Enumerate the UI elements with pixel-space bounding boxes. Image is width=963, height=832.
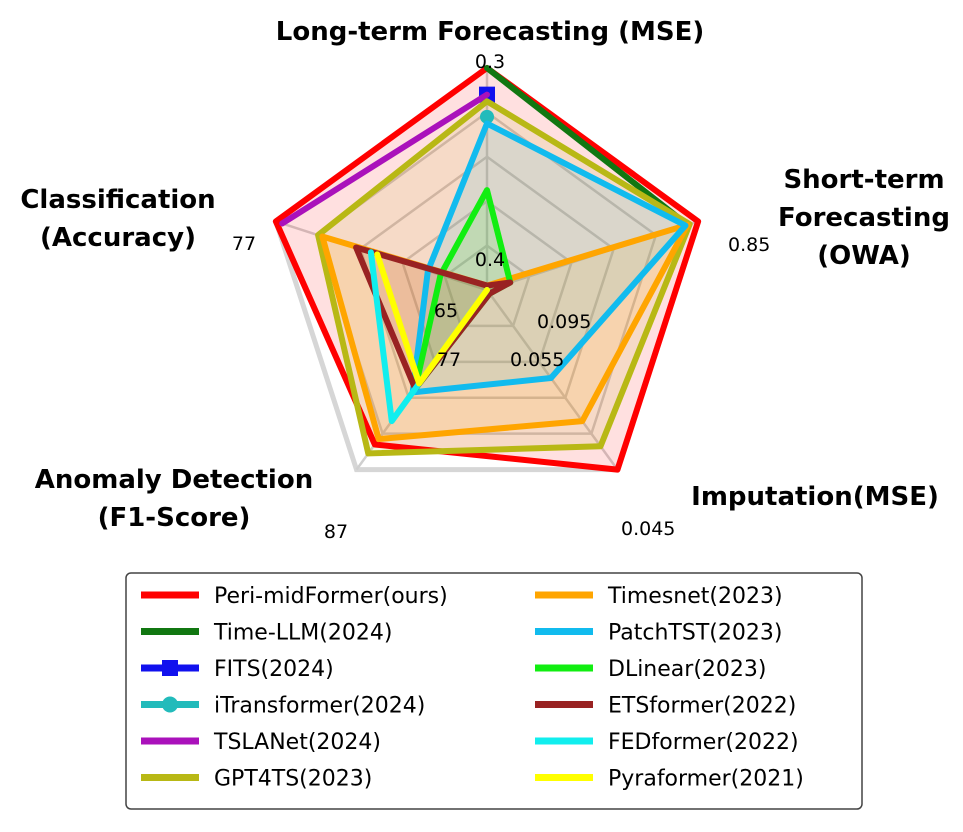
tick-labels: 0.3 0.4 0.85 0.095 0.045 0.055 87 77 77 65	[232, 51, 770, 543]
axis-title: Anomaly Detection (F1-Score)	[35, 465, 313, 533]
legend-label: Peri-midFormer(ours)	[214, 584, 448, 609]
legend-label: GPT4TS(2023)	[214, 767, 372, 792]
legend-label: FEDformer(2022)	[608, 730, 799, 755]
series-line	[315, 98, 693, 457]
axis-title: Imputation(MSE)	[691, 482, 939, 512]
series-area	[415, 190, 511, 389]
tick-label: 77	[232, 233, 256, 255]
tick-label: 65	[434, 300, 458, 322]
legend-marker	[162, 696, 178, 713]
grid-ring	[358, 155, 616, 400]
series-line	[484, 65, 691, 228]
legend-marker	[162, 660, 178, 676]
tick-label: 0.4	[475, 249, 505, 271]
legend: Peri-midFormer(ours) Time-LLM(2024) FITS(2…	[125, 572, 863, 810]
axis-title: Short-term Forecasting (OWA)	[778, 165, 950, 271]
legend-label: PatchTST(2023)	[608, 621, 782, 646]
series-lines	[272, 65, 702, 473]
tick-label: 0.3	[475, 51, 505, 73]
tick-label: 0.85	[728, 234, 770, 256]
tick-label: 77	[437, 349, 461, 371]
axis-titles: Long-term Forecasting (MSE) Short-term For…	[20, 17, 950, 533]
legend-label: iTransformer(2024)	[214, 694, 425, 719]
legend-label: Pyraformer(2021)	[608, 767, 804, 792]
series-line	[319, 221, 691, 443]
grid-ring	[443, 244, 531, 328]
legend-label: FITS(2024)	[214, 657, 334, 682]
series-line	[409, 120, 689, 396]
axis-title: Classification (Accuracy)	[20, 185, 215, 253]
legend-label: TSLANet(2024)	[213, 730, 381, 755]
legend-label: DLinear(2023)	[608, 657, 766, 682]
legend-label: Timesnet(2023)	[607, 584, 783, 609]
tick-label: 0.095	[537, 311, 591, 333]
legend-frame	[125, 572, 863, 810]
axis-title: Long-term Forecasting (MSE)	[276, 17, 704, 47]
series-line	[279, 91, 490, 227]
legend-label: Time-LLM(2024)	[213, 621, 392, 646]
series-line	[374, 251, 490, 387]
grid-ring	[401, 199, 573, 364]
series-marker	[480, 109, 494, 124]
tick-label: 0.055	[510, 349, 564, 371]
legend-label: ETSformer(2022)	[608, 694, 796, 719]
series-line	[272, 65, 702, 473]
tick-label: 0.045	[621, 518, 675, 540]
tick-label: 87	[324, 521, 348, 543]
